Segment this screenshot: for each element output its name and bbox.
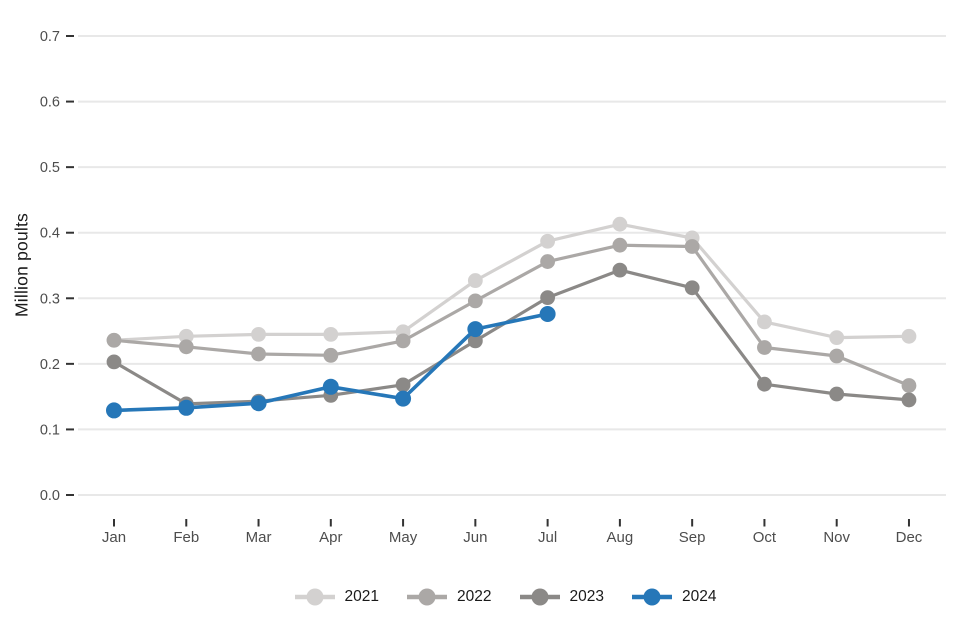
data-point-2023-Jan — [106, 354, 122, 370]
data-point-2021-Aug — [612, 216, 628, 232]
data-point-2022-May — [395, 333, 411, 349]
data-point-2023-Aug — [612, 262, 628, 278]
legend-key-icon — [407, 588, 448, 606]
y-tick-label: 0.0 — [40, 488, 60, 504]
data-point-2021-Nov — [829, 330, 845, 346]
y-tick-label: 0.7 — [40, 29, 60, 45]
legend-label: 2021 — [344, 588, 380, 605]
data-point-2023-Sep — [684, 280, 700, 296]
y-axis-title: Million poults — [11, 213, 32, 317]
x-tick-label: May — [389, 529, 418, 546]
series-line-2023 — [112, 268, 911, 406]
x-tick-label: Dec — [896, 529, 923, 546]
data-point-2022-Dec — [901, 378, 917, 393]
data-point-2024-Jan — [106, 402, 122, 419]
legend-item-2024: 2024 — [631, 586, 716, 608]
chart-canvas: 0.0 0.1 0.2 0.3 0.4 0.5 0.6 0.7 Jan Feb Mar Apr May J… — [40, 29, 946, 546]
legend-label: 2023 — [569, 588, 604, 605]
chart-legend: 2021 2022 2023 2024 — [25, 586, 960, 608]
data-point-2021-Oct — [757, 314, 772, 330]
y-tick-label: 0.6 — [40, 95, 60, 111]
data-point-2022-Sep — [684, 239, 700, 254]
data-point-2022-Jul — [540, 254, 556, 269]
x-tick-label: Mar — [246, 529, 272, 546]
data-point-2022-Oct — [757, 340, 772, 355]
data-point-2022-Nov — [829, 348, 845, 364]
legend-item-2022: 2022 — [406, 586, 492, 608]
series-line-2021 — [112, 222, 911, 342]
series-line-2022 — [112, 243, 911, 388]
legend-key-icon — [631, 588, 672, 606]
data-point-2022-Feb — [178, 339, 194, 355]
x-tick-label: Jun — [463, 529, 487, 546]
legend-item-2021: 2021 — [294, 586, 379, 608]
data-point-2022-Apr — [323, 347, 339, 363]
data-point-2021-Mar — [251, 326, 266, 342]
data-point-2024-Jun — [467, 321, 484, 338]
y-tick-label: 0.5 — [40, 160, 60, 176]
data-point-2023-Oct — [757, 376, 772, 392]
data-point-2024-Jul — [539, 306, 556, 323]
x-tick-label: Feb — [173, 529, 199, 546]
data-point-2022-Jan — [106, 332, 122, 348]
legend-key-icon — [294, 588, 335, 606]
data-point-2024-Feb — [178, 399, 195, 416]
x-tick-label: Nov — [823, 529, 850, 546]
legend-label: 2022 — [457, 588, 492, 605]
y-tick-label: 0.1 — [40, 422, 60, 438]
data-point-2021-Dec — [901, 328, 917, 344]
data-point-2022-Jun — [467, 293, 483, 309]
data-point-2021-Jul — [540, 233, 556, 249]
y-tick-label: 0.4 — [40, 226, 60, 242]
x-tick-label: Oct — [753, 529, 777, 546]
data-point-2024-Apr — [322, 378, 339, 395]
data-point-2021-Jun — [467, 273, 483, 288]
y-tick-label: 0.2 — [40, 357, 60, 373]
x-tick-label: Apr — [319, 529, 342, 546]
data-point-2021-Apr — [323, 326, 339, 342]
data-point-2023-Jul — [540, 290, 556, 306]
legend-label: 2024 — [681, 588, 717, 605]
data-point-2023-May — [395, 377, 411, 393]
x-tick-label: Jan — [102, 529, 126, 546]
data-point-2021-Feb — [178, 328, 194, 344]
x-tick-label: Sep — [679, 529, 706, 546]
data-point-2023-Nov — [829, 386, 845, 402]
data-point-2022-Aug — [612, 237, 628, 253]
x-tick-label: Aug — [607, 529, 634, 546]
data-point-2024-Mar — [250, 395, 267, 412]
legend-item-2023: 2023 — [519, 586, 604, 608]
legend-key-icon — [519, 588, 560, 606]
data-point-2023-Dec — [901, 392, 917, 408]
data-point-2023-Jun — [467, 333, 483, 349]
y-tick-label: 0.3 — [40, 291, 60, 307]
data-point-2022-Mar — [251, 346, 266, 362]
data-point-2024-May — [395, 390, 412, 407]
x-tick-label: Jul — [538, 529, 557, 546]
